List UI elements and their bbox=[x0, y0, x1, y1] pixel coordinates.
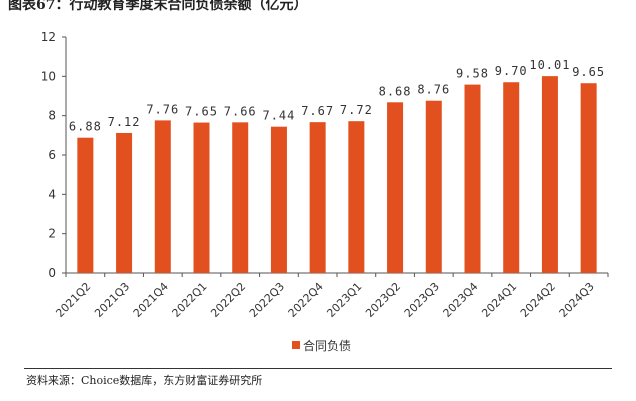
legend: 合同负债 bbox=[292, 338, 351, 353]
data-label-2023Q1: 7.72 bbox=[340, 103, 373, 117]
legend-swatch bbox=[292, 341, 300, 349]
bar-2022Q1 bbox=[193, 122, 210, 273]
data-label-2023Q2: 8.68 bbox=[379, 84, 412, 98]
bars bbox=[77, 76, 597, 274]
data-label-2024Q3: 9.65 bbox=[572, 65, 605, 79]
legend-label: 合同负债 bbox=[303, 338, 351, 353]
x-tick-label-2023Q3: 2023Q3 bbox=[402, 280, 442, 320]
bar-2021Q2 bbox=[77, 137, 94, 273]
source-divider bbox=[24, 368, 612, 369]
y-tick-label: 2 bbox=[48, 227, 56, 241]
y-axis: 0 2 4 6 8 10 12 bbox=[41, 30, 67, 280]
bar-2023Q4 bbox=[464, 84, 481, 274]
data-label-2023Q4: 9.58 bbox=[456, 67, 489, 81]
y-tick-label: 0 bbox=[48, 266, 56, 280]
x-tick-label-2024Q1: 2024Q1 bbox=[479, 280, 519, 320]
x-tick-label-2021Q4: 2021Q4 bbox=[131, 280, 171, 320]
bar-2023Q3 bbox=[425, 100, 442, 273]
x-tick-label-2021Q2: 2021Q2 bbox=[53, 280, 93, 320]
data-labels: 6.88 7.12 7.76 7.65 7.66 7.44 7.67 7.72 8.68 8.76… bbox=[69, 58, 605, 134]
y-tick-label: 10 bbox=[41, 69, 56, 83]
data-label-2021Q2: 6.88 bbox=[69, 120, 102, 134]
bar-2022Q3 bbox=[270, 126, 287, 274]
x-tick-label-2024Q3: 2024Q3 bbox=[557, 280, 597, 320]
bar-2024Q2 bbox=[541, 76, 558, 274]
x-tick-label-2023Q1: 2023Q1 bbox=[324, 280, 364, 320]
x-tick-labels: 2021Q22021Q32021Q42022Q12022Q22022Q32022… bbox=[53, 280, 596, 320]
y-tick-label: 6 bbox=[48, 148, 56, 162]
bar-2021Q3 bbox=[116, 132, 133, 273]
x-tick-label-2023Q2: 2023Q2 bbox=[363, 280, 403, 320]
data-label-2024Q1: 9.70 bbox=[495, 64, 528, 78]
data-label-2022Q2: 7.66 bbox=[224, 104, 257, 118]
x-tick-label-2022Q4: 2022Q4 bbox=[286, 280, 326, 320]
bar-2022Q2 bbox=[232, 122, 249, 273]
figure-title: 图表67：行动教育季度末合同负债余额（亿元） bbox=[8, 0, 308, 13]
bar-2024Q3 bbox=[580, 83, 597, 273]
x-tick-label-2022Q3: 2022Q3 bbox=[247, 280, 287, 320]
data-label-2024Q2: 10.01 bbox=[529, 58, 570, 72]
y-tick-label: 8 bbox=[48, 109, 56, 123]
bar-2023Q2 bbox=[387, 102, 404, 273]
bar-2021Q4 bbox=[154, 120, 171, 274]
data-label-2021Q4: 7.76 bbox=[146, 102, 179, 116]
data-label-2022Q3: 7.44 bbox=[262, 109, 295, 123]
x-tick-label-2023Q4: 2023Q4 bbox=[441, 280, 481, 320]
x-axis bbox=[65, 272, 609, 277]
bar-2022Q4 bbox=[309, 122, 326, 273]
x-tick-label-2022Q1: 2022Q1 bbox=[170, 280, 210, 320]
y-tick-label: 4 bbox=[48, 187, 56, 201]
bar-2023Q1 bbox=[348, 121, 365, 273]
source-note: 资料来源：Choice数据库，东方财富证券研究所 bbox=[26, 374, 263, 387]
data-label-2022Q4: 7.67 bbox=[301, 104, 334, 118]
x-tick-label-2022Q2: 2022Q2 bbox=[208, 280, 248, 320]
data-label-2023Q3: 8.76 bbox=[417, 83, 450, 97]
data-label-2022Q1: 7.65 bbox=[185, 105, 218, 119]
x-tick-label-2024Q2: 2024Q2 bbox=[518, 280, 558, 320]
bar-2024Q1 bbox=[503, 82, 520, 273]
y-tick-label: 12 bbox=[41, 30, 56, 44]
x-tick-label-2021Q3: 2021Q3 bbox=[92, 280, 132, 320]
data-label-2021Q3: 7.12 bbox=[108, 115, 141, 129]
